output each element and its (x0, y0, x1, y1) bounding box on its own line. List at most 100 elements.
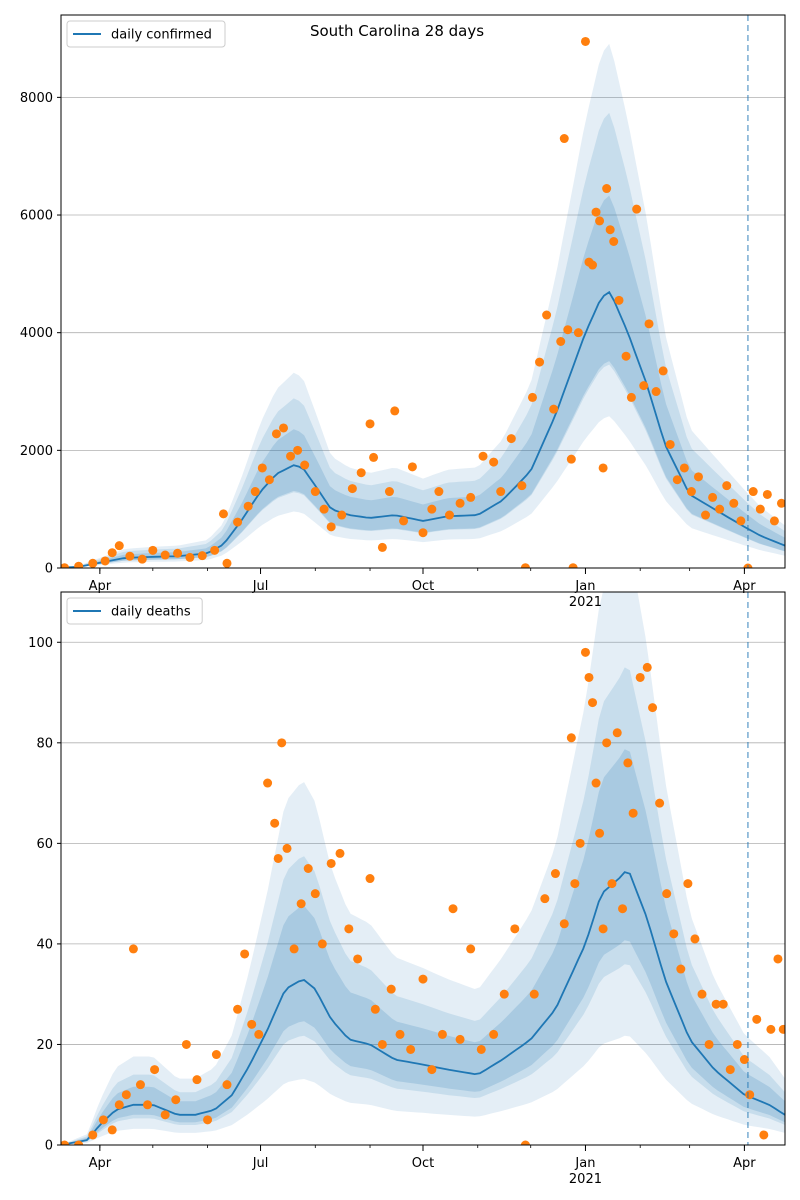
plot-area (61, 592, 785, 1145)
data-point (326, 522, 336, 532)
data-point (210, 545, 220, 555)
data-point (427, 504, 437, 514)
y-tick-label: 0 (45, 562, 53, 577)
legend-box (66, 597, 203, 625)
data-point (549, 404, 559, 414)
data-point (303, 864, 313, 873)
data-point (766, 1024, 776, 1034)
data-point (679, 463, 689, 473)
data-point (434, 487, 444, 497)
data-point (595, 828, 605, 838)
data-point (369, 452, 379, 462)
data-point (171, 1095, 181, 1105)
data-point (114, 1100, 124, 1110)
data-point (135, 1080, 145, 1090)
data-point (584, 672, 594, 682)
chart-title: South Carolina 28 days (310, 22, 484, 40)
data-point (690, 934, 700, 944)
data-point (602, 738, 612, 748)
x-tick-label: Jul (252, 1156, 269, 1171)
data-point (282, 843, 292, 853)
data-point (192, 1075, 202, 1085)
data-point (203, 1115, 213, 1125)
data-point (121, 1090, 131, 1100)
data-point (489, 1029, 499, 1039)
data-point (510, 924, 520, 934)
data-point (278, 423, 288, 433)
data-point (74, 1140, 84, 1145)
data-point (107, 548, 117, 558)
data-point (669, 929, 679, 939)
x-tick-label: Oct (412, 579, 434, 594)
x-tick-label: Jul (252, 579, 269, 594)
data-point (769, 516, 779, 526)
data-point (635, 672, 645, 682)
data-point (365, 419, 375, 429)
data-point (651, 387, 661, 397)
data-point (61, 563, 70, 568)
data-point (655, 798, 665, 808)
data-point (762, 489, 772, 499)
data-point (632, 204, 642, 214)
data-point (701, 510, 711, 520)
data-point (676, 964, 686, 974)
data-point (566, 733, 576, 743)
data-point (559, 919, 569, 929)
y-tick-label: 20 (36, 1038, 53, 1053)
data-point (628, 808, 638, 818)
data-point (293, 445, 303, 455)
data-point (406, 1044, 416, 1054)
data-point (623, 758, 633, 768)
data-point (310, 889, 320, 899)
data-point (100, 556, 110, 566)
data-point (173, 548, 183, 558)
y-tick-label: 40 (36, 937, 53, 952)
x-tick-label: Jan (574, 579, 595, 594)
data-point (326, 858, 336, 868)
data-point (605, 225, 615, 235)
data-point (556, 337, 566, 347)
data-point (489, 457, 499, 467)
data-point (729, 498, 739, 508)
data-point (542, 310, 552, 320)
data-point (591, 778, 601, 788)
x-tick-label: Apr (89, 579, 112, 594)
data-point (427, 1065, 437, 1075)
data-point (160, 1110, 170, 1120)
y-tick-label: 60 (36, 837, 53, 852)
data-point (466, 944, 476, 954)
data-point (335, 848, 345, 858)
data-point (752, 1014, 762, 1024)
data-point (418, 974, 428, 984)
data-point (621, 351, 631, 361)
data-point (181, 1039, 191, 1049)
x-tick-label: Apr (733, 579, 756, 594)
data-point (263, 778, 273, 788)
data-point (588, 698, 598, 708)
data-point (407, 462, 417, 472)
data-point (715, 504, 725, 514)
data-point (595, 216, 605, 226)
data-point (607, 879, 617, 889)
band-inner (61, 195, 785, 568)
data-point (748, 487, 758, 497)
y-tick-label: 100 (28, 636, 53, 651)
data-point (300, 460, 310, 470)
data-point (233, 1004, 243, 1014)
data-point (273, 853, 283, 863)
data-point (478, 451, 488, 461)
data-point (377, 542, 387, 552)
data-point (591, 207, 601, 217)
data-point (658, 366, 668, 376)
legend: daily confirmed (66, 20, 226, 48)
data-point (570, 879, 580, 889)
data-point (672, 475, 682, 485)
data-point (527, 392, 537, 402)
data-point (745, 1090, 755, 1100)
data-point (222, 558, 232, 568)
x-tick-label: Apr (733, 1156, 756, 1171)
data-point (395, 1029, 405, 1039)
data-point (390, 406, 400, 416)
